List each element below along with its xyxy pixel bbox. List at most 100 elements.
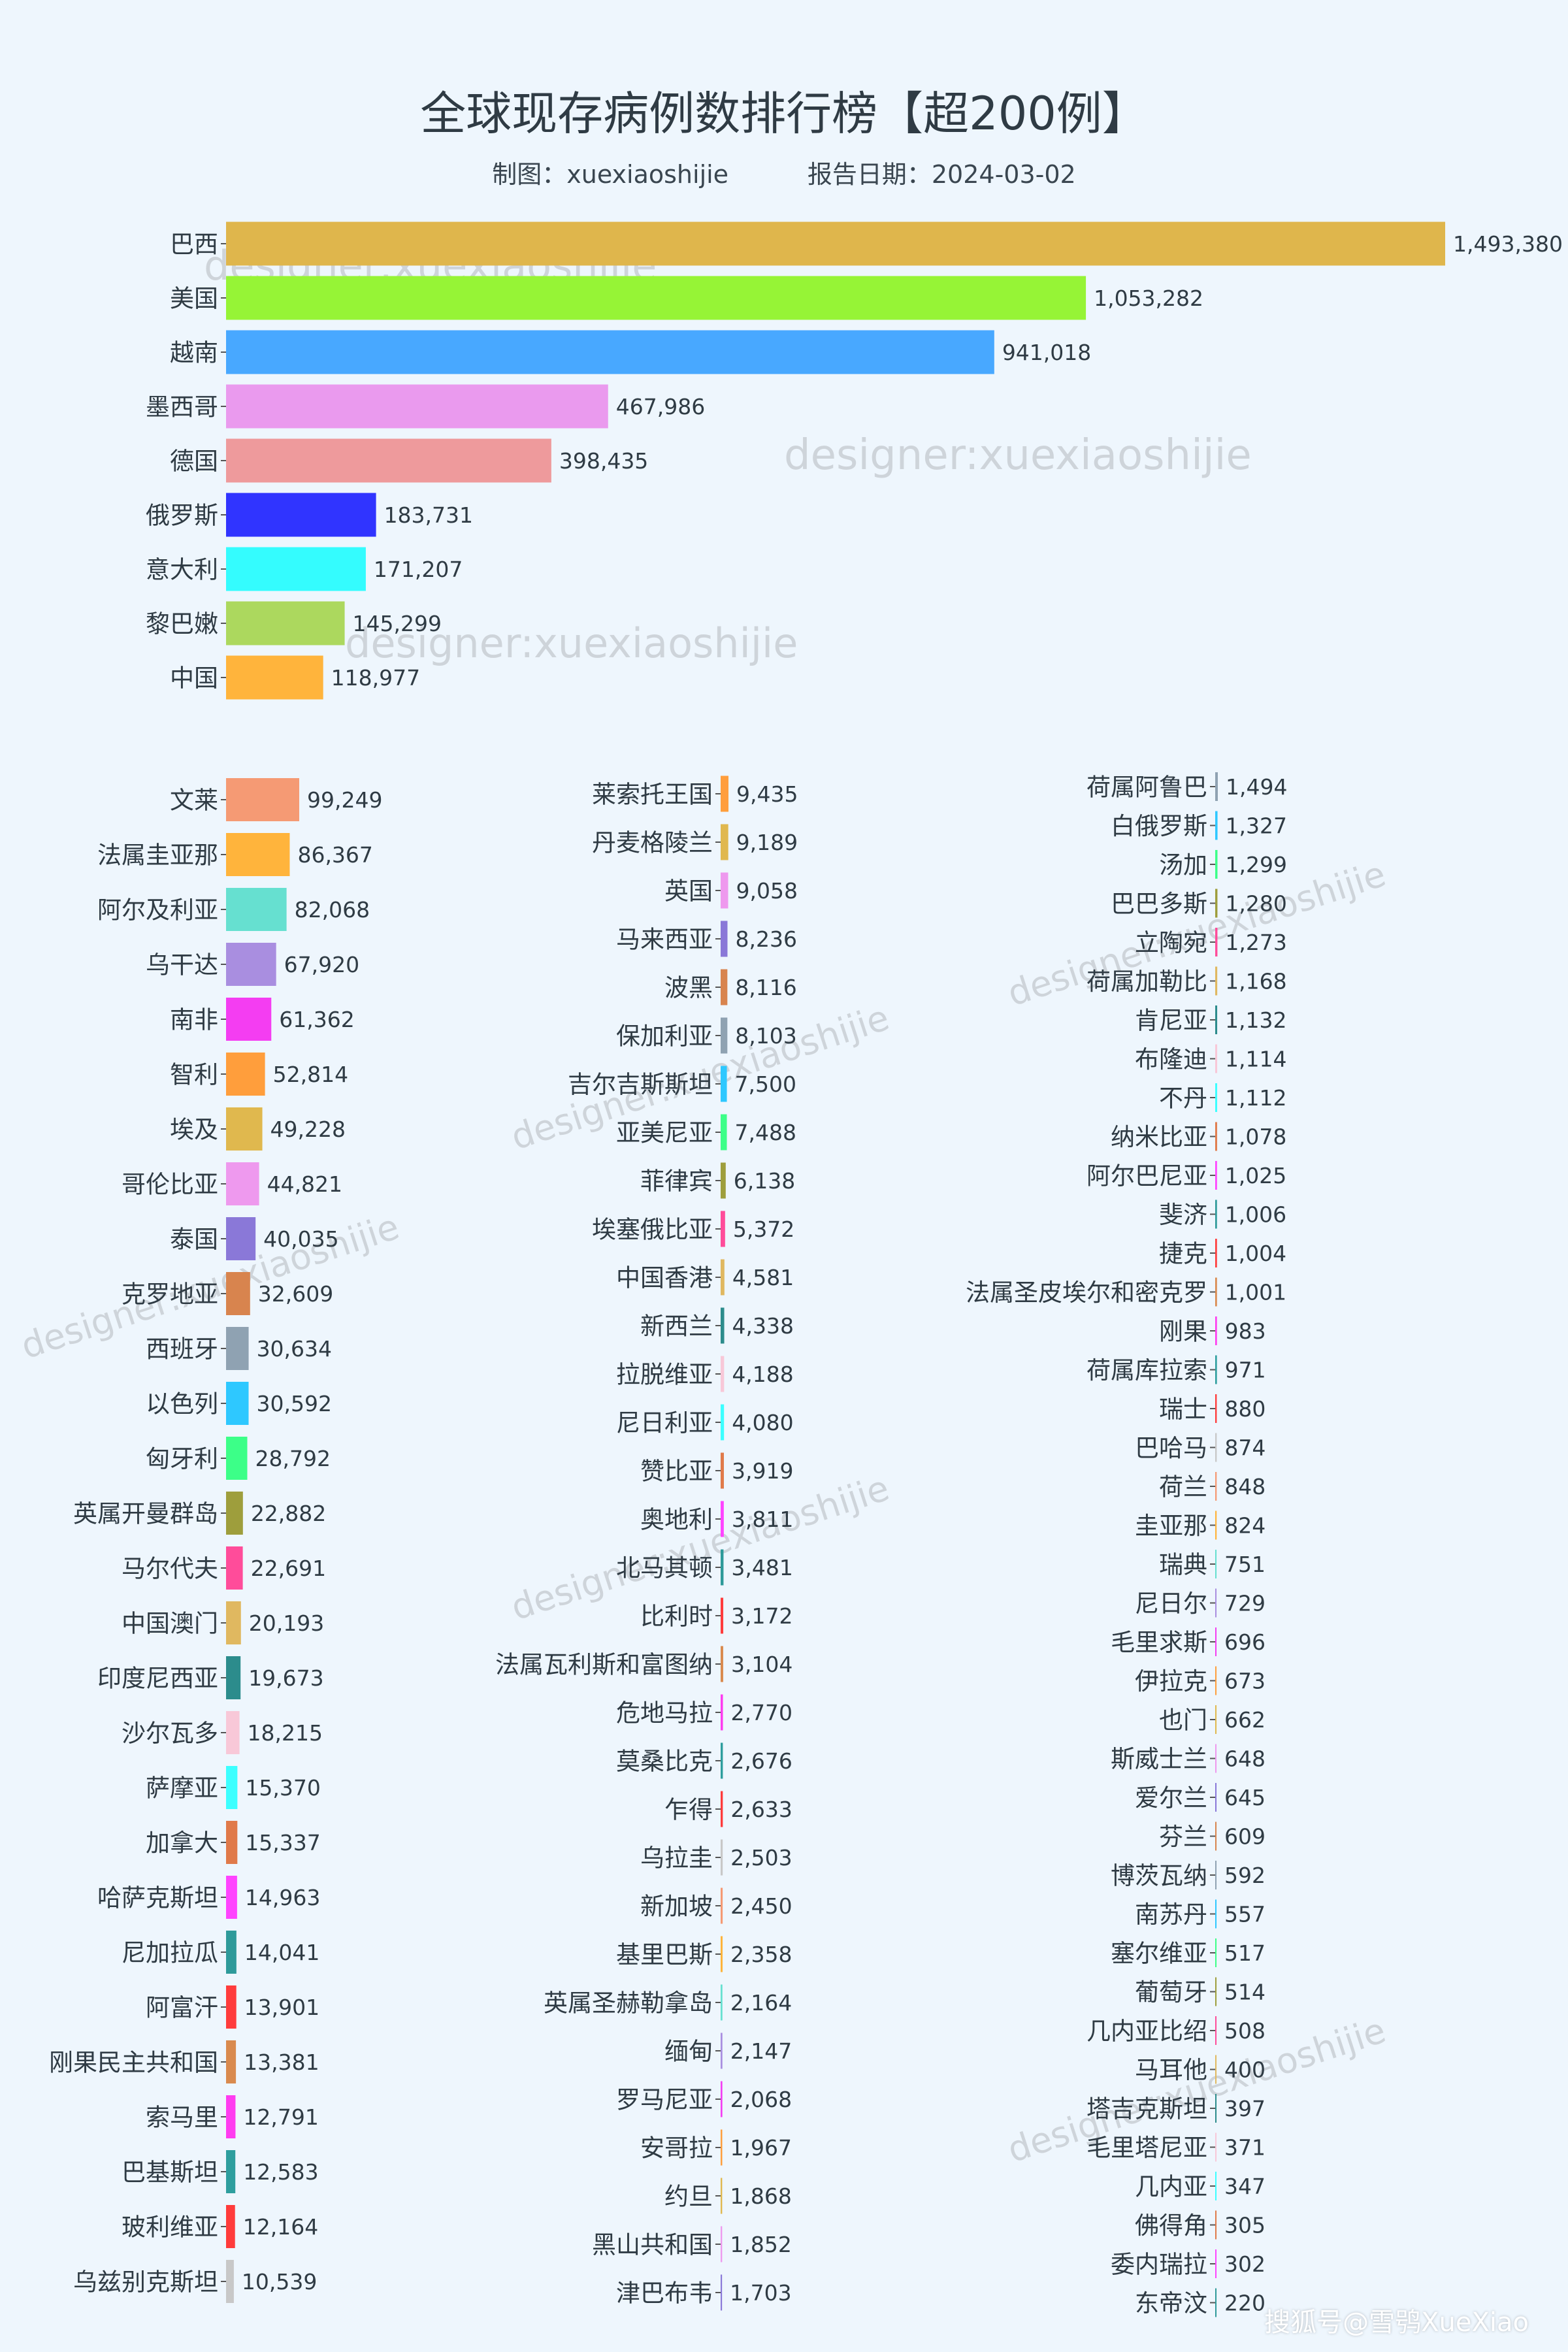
- value-label-0-3: 467,986: [616, 394, 705, 419]
- value-label-2-15: 3,811: [732, 1507, 793, 1532]
- value-label-2-4: 8,116: [735, 975, 796, 1000]
- category-label-2-9: 埃塞俄比亚: [592, 1215, 713, 1243]
- bar-0-0: [226, 221, 1445, 266]
- category-label-3-16: 瑞士: [1159, 1395, 1207, 1423]
- category-label-1-14: 马尔代夫: [122, 1554, 218, 1582]
- value-label-1-1: 86,367: [297, 842, 372, 868]
- value-label-1-18: 15,370: [245, 1775, 320, 1801]
- value-label-1-7: 44,821: [267, 1171, 342, 1197]
- bar-3-34: [1215, 2094, 1217, 2123]
- bar-1-26: [226, 2205, 235, 2248]
- category-label-2-26: 缅甸: [664, 2037, 713, 2065]
- value-label-3-37: 305: [1224, 2212, 1266, 2238]
- category-label-2-10: 中国香港: [616, 1264, 713, 1292]
- value-label-1-17: 18,215: [248, 1720, 323, 1746]
- bar-3-35: [1215, 2132, 1217, 2162]
- category-label-3-26: 爱尔兰: [1135, 1784, 1207, 1812]
- value-label-3-27: 609: [1224, 1823, 1266, 1849]
- bar-1-1: [226, 833, 290, 876]
- bar-2-31: [721, 2274, 723, 2311]
- bar-3-24: [1215, 1705, 1217, 1734]
- value-label-2-21: 2,633: [730, 1797, 792, 1822]
- value-label-2-0: 9,435: [736, 781, 798, 807]
- value-label-3-13: 1,001: [1225, 1279, 1286, 1305]
- bar-1-15: [226, 1601, 241, 1644]
- category-label-3-25: 斯威士兰: [1111, 1745, 1207, 1773]
- value-label-3-1: 1,327: [1226, 813, 1287, 838]
- category-label-3-18: 荷兰: [1159, 1473, 1207, 1501]
- category-label-1-24: 索马里: [146, 2103, 218, 2131]
- category-label-2-18: 法属瓦利斯和富图纳: [495, 1650, 713, 1678]
- bar-2-18: [721, 1646, 723, 1682]
- bar-1-6: [226, 1107, 263, 1151]
- value-label-3-38: 302: [1224, 2251, 1266, 2277]
- value-label-3-24: 662: [1224, 1707, 1266, 1733]
- category-label-1-8: 泰国: [170, 1225, 218, 1253]
- bar-1-23: [226, 2040, 237, 2083]
- bar-3-39: [1215, 2288, 1217, 2317]
- bar-3-22: [1215, 1627, 1217, 1656]
- value-label-2-6: 7,500: [735, 1071, 796, 1097]
- bar-2-14: [721, 1452, 724, 1489]
- bar-2-15: [721, 1501, 724, 1537]
- bar-3-26: [1215, 1783, 1217, 1812]
- category-label-2-16: 北马其顿: [616, 1554, 713, 1582]
- category-label-3-2: 汤加: [1159, 851, 1207, 879]
- category-label-2-5: 保加利亚: [616, 1022, 713, 1050]
- bar-1-21: [226, 1931, 237, 1974]
- category-label-1-22: 阿富汗: [146, 1993, 218, 2021]
- bar-1-4: [226, 998, 272, 1041]
- bar-3-32: [1215, 2016, 1217, 2045]
- value-label-3-9: 1,078: [1225, 1124, 1286, 1149]
- value-label-2-16: 3,481: [731, 1555, 792, 1580]
- category-label-3-19: 圭亚那: [1135, 1512, 1207, 1540]
- bar-2-3: [721, 921, 728, 957]
- value-label-1-4: 61,362: [279, 1007, 354, 1032]
- bar-0-7: [226, 601, 345, 645]
- bar-1-27: [226, 2260, 234, 2303]
- category-label-1-15: 中国澳门: [122, 1609, 218, 1637]
- category-label-3-34: 塔吉克斯坦: [1086, 2095, 1207, 2123]
- category-label-1-19: 加拿大: [146, 1829, 218, 1857]
- category-label-0-8: 中国: [170, 664, 218, 692]
- category-label-3-30: 塞尔维亚: [1111, 1939, 1207, 1967]
- value-label-2-13: 4,080: [732, 1410, 793, 1435]
- bar-2-13: [721, 1404, 725, 1441]
- category-label-3-23: 伊拉克: [1135, 1667, 1207, 1695]
- bar-1-0: [226, 778, 299, 821]
- category-label-1-12: 匈牙利: [146, 1445, 218, 1473]
- category-label-1-18: 萨摩亚: [146, 1774, 218, 1802]
- category-label-1-25: 巴基斯坦: [122, 2158, 218, 2186]
- value-label-2-17: 3,172: [731, 1603, 792, 1629]
- bar-3-9: [1215, 1122, 1217, 1151]
- bar-1-8: [226, 1217, 256, 1260]
- value-label-3-34: 397: [1224, 2096, 1266, 2121]
- bar-3-36: [1215, 2172, 1217, 2200]
- bar-2-19: [721, 1694, 723, 1731]
- category-label-3-15: 荷属库拉索: [1086, 1356, 1207, 1384]
- category-label-1-26: 玻利维亚: [122, 2213, 218, 2241]
- category-label-1-9: 克罗地亚: [122, 1280, 218, 1308]
- category-label-2-29: 约旦: [664, 2182, 713, 2210]
- bar-3-37: [1215, 2210, 1217, 2240]
- value-label-3-26: 645: [1224, 1785, 1266, 1810]
- value-label-3-6: 1,132: [1225, 1007, 1286, 1033]
- category-label-1-17: 沙尔瓦多: [122, 1719, 218, 1747]
- value-label-1-25: 12,583: [243, 2159, 318, 2185]
- value-label-2-27: 2,068: [730, 2087, 792, 2112]
- category-label-3-33: 马耳他: [1135, 2056, 1207, 2084]
- bar-1-10: [226, 1327, 249, 1370]
- value-label-0-4: 398,435: [559, 448, 648, 474]
- value-label-2-3: 8,236: [735, 926, 796, 952]
- category-label-3-39: 东帝汶: [1135, 2289, 1207, 2317]
- bar-3-14: [1215, 1316, 1217, 1345]
- value-label-3-21: 729: [1224, 1590, 1266, 1616]
- value-label-0-0: 1,493,380: [1453, 231, 1563, 257]
- category-label-2-21: 乍得: [664, 1795, 713, 1823]
- value-label-3-14: 983: [1225, 1318, 1266, 1344]
- category-label-3-28: 博茨瓦纳: [1111, 1861, 1207, 1889]
- category-label-3-29: 南苏丹: [1135, 1901, 1207, 1929]
- value-label-3-22: 696: [1224, 1629, 1266, 1655]
- category-label-3-7: 布隆迪: [1135, 1045, 1207, 1073]
- category-label-3-20: 瑞典: [1159, 1550, 1207, 1578]
